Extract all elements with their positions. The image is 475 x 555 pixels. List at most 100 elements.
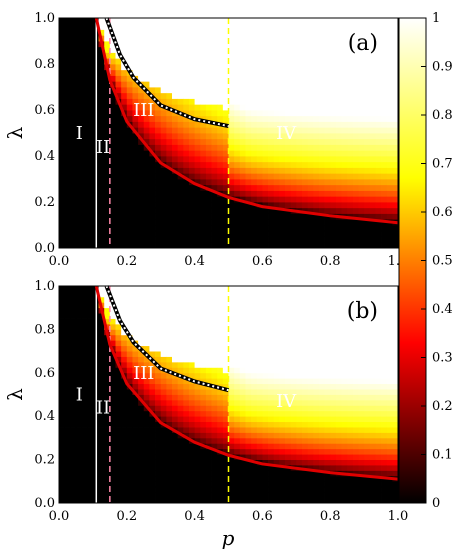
heatmap-cell: [301, 202, 308, 209]
heatmap-cell: [279, 432, 286, 439]
heatmap-cell: [132, 296, 139, 303]
heatmap-cell: [200, 87, 207, 94]
heatmap-cell: [369, 340, 376, 347]
heatmap-cell: [318, 340, 325, 347]
heatmap-cell: [364, 399, 371, 406]
heatmap-cell: [358, 184, 365, 191]
heatmap-cell: [341, 454, 348, 460]
heatmap-cell: [64, 156, 71, 163]
heatmap-cell: [290, 184, 297, 191]
heatmap-cell: [98, 443, 105, 450]
heatmap-cell: [279, 18, 286, 25]
heatmap-cell: [285, 427, 292, 433]
heatmap-cell: [279, 421, 286, 428]
heatmap-cell: [335, 323, 342, 330]
heatmap-cell: [126, 410, 133, 417]
heatmap-cell: [188, 351, 195, 357]
heatmap-cell: [115, 405, 122, 412]
heatmap-cell: [313, 394, 320, 401]
heatmap-cell: [234, 207, 241, 214]
heatmap-cell: [386, 75, 393, 82]
heatmap-cell: [268, 213, 275, 220]
colorbar: 00.10.20.30.40.50.60.70.80.91: [398, 11, 453, 511]
heatmap-cell: [307, 334, 314, 341]
heatmap-cell: [330, 173, 337, 180]
heatmap-cell: [239, 167, 246, 174]
heatmap-cell: [234, 98, 241, 105]
heatmap-cell: [245, 459, 252, 466]
heatmap-cell: [132, 133, 139, 140]
heatmap-cell: [143, 443, 150, 450]
region-label-iii: III: [133, 100, 154, 121]
heatmap-cell: [352, 345, 359, 352]
heatmap-cell: [285, 307, 292, 314]
heatmap-cell: [341, 87, 348, 94]
heatmap-cell: [335, 242, 342, 249]
x-tick-label: 1.0: [388, 509, 409, 524]
heatmap-cell: [364, 23, 371, 30]
heatmap-cell: [352, 23, 359, 30]
heatmap-cell: [239, 486, 246, 493]
heatmap-cell: [98, 161, 105, 168]
heatmap-cell: [183, 378, 190, 385]
heatmap-cell: [160, 470, 167, 477]
heatmap-cell: [251, 416, 258, 423]
heatmap-cell: [234, 443, 241, 450]
heatmap-cell: [364, 81, 371, 88]
heatmap-cell: [126, 161, 133, 168]
heatmap-cell: [64, 138, 71, 145]
heatmap-cell: [381, 35, 388, 42]
heatmap-cell: [296, 481, 303, 488]
heatmap-cell: [335, 372, 342, 379]
heatmap-cell: [381, 389, 388, 395]
heatmap-cell: [121, 465, 128, 471]
heatmap-cell: [228, 475, 235, 482]
heatmap-cell: [301, 378, 308, 385]
heatmap-cell: [335, 127, 342, 134]
heatmap-cell: [285, 318, 292, 325]
heatmap-cell: [217, 138, 224, 145]
heatmap-cell: [205, 497, 212, 504]
heatmap-cell: [341, 361, 348, 368]
heatmap-cell: [200, 64, 207, 71]
heatmap-cell: [273, 459, 280, 466]
heatmap-cell: [262, 378, 269, 385]
heatmap-cell: [160, 318, 167, 325]
heatmap-cell: [177, 475, 184, 482]
heatmap-cell: [183, 23, 190, 30]
heatmap-cell: [313, 465, 320, 471]
heatmap-cell: [381, 307, 388, 314]
heatmap-cell: [285, 196, 292, 203]
heatmap-cell: [177, 307, 184, 314]
heatmap-cell: [155, 127, 162, 134]
heatmap-cell: [251, 351, 258, 357]
heatmap-cell: [347, 291, 354, 298]
heatmap-cell: [155, 410, 162, 417]
heatmap-cell: [386, 416, 393, 423]
heatmap-cell: [256, 98, 263, 105]
heatmap-cell: [307, 437, 314, 444]
heatmap-cell: [109, 92, 116, 99]
heatmap-cell: [251, 179, 258, 186]
heatmap-cell: [251, 296, 258, 303]
heatmap-cell: [59, 356, 66, 363]
heatmap-cell: [183, 156, 190, 163]
heatmap-cell: [301, 190, 308, 197]
heatmap-cell: [138, 394, 145, 401]
heatmap-cell: [194, 323, 201, 330]
heatmap-cell: [200, 242, 207, 249]
heatmap-cell: [324, 313, 331, 319]
heatmap-cell: [290, 405, 297, 412]
heatmap-cell: [251, 378, 258, 385]
heatmap-cell: [109, 486, 116, 493]
heatmap-cell: [59, 18, 66, 25]
heatmap-cell: [160, 52, 167, 59]
heatmap-cell: [234, 427, 241, 433]
heatmap-cell: [75, 29, 82, 36]
heatmap-cell: [375, 92, 382, 99]
heatmap-cell: [138, 372, 145, 379]
heatmap-cell: [115, 323, 122, 330]
heatmap-cell: [109, 313, 116, 319]
heatmap-cell: [59, 92, 66, 99]
heatmap-cell: [324, 184, 331, 191]
